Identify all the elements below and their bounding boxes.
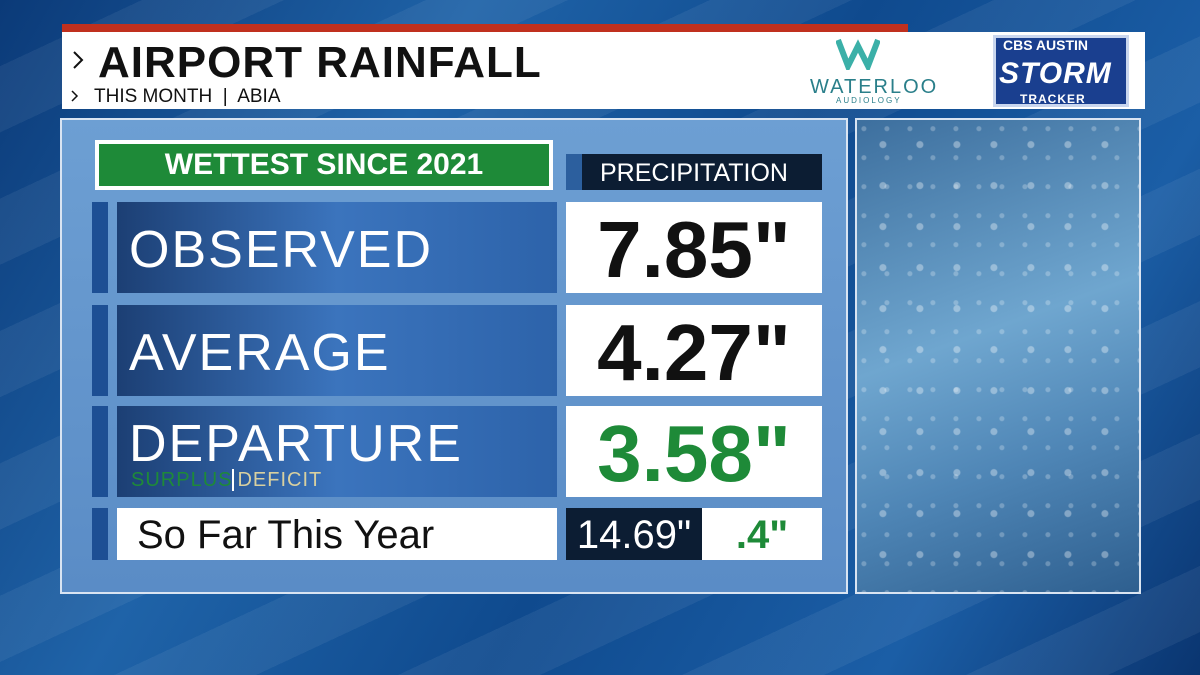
row-tab	[92, 406, 108, 497]
sponsor-icon	[836, 38, 880, 70]
row-tab	[92, 202, 108, 293]
year-total: 14.69"	[566, 508, 702, 560]
badge: WETTEST SINCE 2021	[95, 140, 553, 190]
row-label: OBSERVED	[129, 221, 434, 279]
logo-network: CBS AUSTIN	[1003, 37, 1089, 53]
header-bar	[62, 32, 1145, 109]
column-header: PRECIPITATION	[566, 154, 822, 190]
row-tab	[92, 508, 108, 560]
sponsor-name: WATERLOO	[810, 76, 939, 98]
legend-deficit: DEFICIT	[232, 469, 323, 491]
logo	[993, 35, 1129, 107]
chevron	[71, 90, 79, 102]
rain-photo	[855, 118, 1141, 594]
row-value: 7.85"	[566, 202, 822, 294]
logo-tagline: TRACKER	[1020, 92, 1086, 106]
legend-surplus: SURPLUS	[131, 469, 233, 491]
sponsor-mark	[836, 38, 880, 70]
row-label: DEPARTURE	[129, 415, 463, 473]
row-label-box: AVERAGE	[117, 305, 557, 396]
row-tab	[92, 305, 108, 396]
legend: SURPLUS DEFICIT	[131, 469, 323, 492]
row-label: AVERAGE	[129, 324, 391, 382]
chevron	[73, 51, 84, 69]
subtitle: THIS MONTH | ABIA	[94, 86, 281, 107]
year-label: So Far This Year	[117, 508, 557, 560]
year-departure: .4"	[702, 508, 822, 560]
row-value: 4.27"	[566, 305, 822, 397]
row-value: 3.58"	[566, 406, 822, 498]
row-label-box: OBSERVED	[117, 202, 557, 293]
column-header-text: PRECIPITATION	[600, 159, 788, 187]
accent-line	[62, 24, 908, 32]
logo-brand: STORM	[999, 57, 1112, 90]
sponsor-tagline: AUDIOLOGY	[836, 96, 902, 105]
title: AIRPORT RAINFALL	[98, 38, 542, 87]
row-label-box: DEPARTURE SURPLUS DEFICIT	[117, 406, 557, 497]
chevrons	[71, 51, 84, 102]
